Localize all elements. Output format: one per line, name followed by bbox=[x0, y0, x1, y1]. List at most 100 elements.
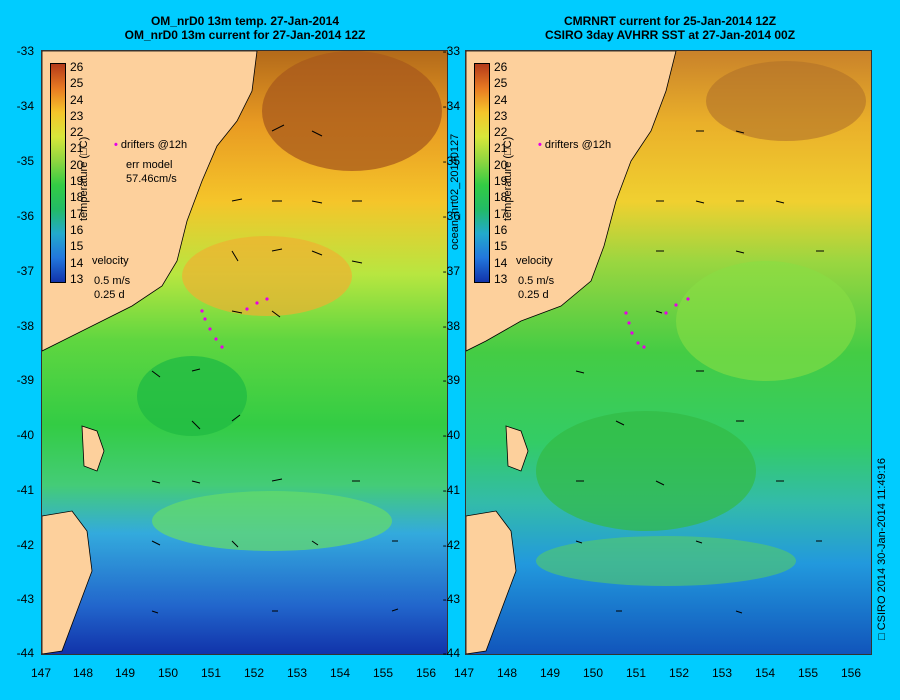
lon-tick: 147 bbox=[453, 666, 475, 680]
cb-tick: 16 bbox=[494, 222, 508, 237]
left-title-line2: OM_nrD0 13m current for 27-Jan-2014 12Z bbox=[124, 28, 366, 42]
lat-tick: -41 bbox=[16, 483, 34, 497]
lat-tick: -37 bbox=[16, 264, 34, 278]
right-map-svg bbox=[466, 51, 871, 654]
cb-tick: 15 bbox=[494, 239, 508, 254]
lat-tick: -44 bbox=[442, 646, 460, 660]
lon-tick: 152 bbox=[668, 666, 690, 680]
lon-tick: 153 bbox=[286, 666, 308, 680]
filament bbox=[536, 536, 796, 586]
lat-tick: -35 bbox=[442, 154, 460, 168]
right-panel-title: CMRNRT current for 25-Jan-2014 12Z CSIRO… bbox=[455, 14, 885, 42]
lat-tick: -39 bbox=[16, 373, 34, 387]
lat-tick: -35 bbox=[16, 154, 34, 168]
drifters-label: drifters @12h bbox=[544, 139, 612, 151]
lat-tick: -43 bbox=[442, 592, 460, 606]
lon-tick: 150 bbox=[157, 666, 179, 680]
right-title-line1: CMRNRT current for 25-Jan-2014 12Z bbox=[563, 14, 777, 28]
lat-tick: -34 bbox=[442, 99, 460, 113]
lat-tick: -39 bbox=[442, 373, 460, 387]
err-model-label: err model bbox=[126, 159, 173, 171]
cb-tick: 17 bbox=[70, 206, 84, 221]
drifters-legend: • drifters @12h bbox=[114, 139, 187, 151]
lat-tick: -37 bbox=[442, 264, 460, 278]
lon-tick: 154 bbox=[754, 666, 776, 680]
cb-tick: 18 bbox=[494, 190, 508, 205]
cb-tick: 19 bbox=[70, 174, 84, 189]
left-map-panel: 26 25 24 23 22 21 20 19 18 17 16 15 14 1… bbox=[41, 50, 448, 655]
australian-mainland bbox=[466, 51, 677, 352]
drifter-positions bbox=[200, 297, 269, 349]
left-map-svg bbox=[42, 51, 447, 654]
cb-tick: 23 bbox=[70, 108, 84, 123]
right-map-panel: 26 25 24 23 22 21 20 19 18 17 16 15 14 1… bbox=[465, 50, 872, 655]
cb-tick: 22 bbox=[70, 125, 84, 140]
lat-tick: -42 bbox=[16, 538, 34, 552]
australian-mainland bbox=[42, 51, 258, 352]
warm-core bbox=[706, 61, 866, 141]
tasmania-coast bbox=[466, 510, 517, 654]
velocity-time: 0.25 d bbox=[518, 289, 549, 301]
cb-tick: 26 bbox=[70, 60, 84, 74]
warm-eddy bbox=[182, 236, 352, 316]
cb-tick: 24 bbox=[70, 92, 84, 107]
velocity-scale: 0.5 m/s bbox=[518, 275, 555, 287]
velocity-scale: 0.5 m/s bbox=[94, 275, 131, 287]
lon-tick: 148 bbox=[72, 666, 94, 680]
cb-tick: 15 bbox=[70, 239, 84, 254]
cool-eddy bbox=[536, 411, 756, 531]
drifter-marker: • bbox=[538, 139, 542, 151]
cb-tick: 20 bbox=[70, 157, 84, 172]
warm-eddy bbox=[676, 261, 856, 381]
velocity-label: velocity bbox=[92, 255, 129, 267]
cb-tick: 19 bbox=[494, 174, 508, 189]
velocity-arrows bbox=[575, 130, 824, 614]
lon-tick: 151 bbox=[200, 666, 222, 680]
lat-tick: -42 bbox=[442, 538, 460, 552]
left-title-line1: OM_nrD0 13m temp. 27-Jan-2014 bbox=[150, 14, 340, 28]
colorbar bbox=[474, 63, 490, 283]
cb-tick: 17 bbox=[494, 206, 508, 221]
cb-tick: 14 bbox=[494, 255, 508, 270]
lat-tick: -44 bbox=[16, 646, 34, 660]
lat-tick: -33 bbox=[16, 44, 34, 58]
velocity-time: 0.25 d bbox=[94, 289, 125, 301]
colorbar-labels: 26 25 24 23 22 21 20 19 18 17 16 15 14 1… bbox=[494, 59, 507, 287]
lon-tick: 148 bbox=[496, 666, 518, 680]
cb-tick: 13 bbox=[494, 271, 508, 286]
ocean-product-label: ocean_nrt02_20140127 bbox=[449, 133, 461, 250]
cb-tick: 26 bbox=[494, 60, 508, 74]
warm-core bbox=[262, 51, 442, 171]
lat-tick: -40 bbox=[16, 428, 34, 442]
cb-tick: 14 bbox=[70, 255, 84, 270]
lon-tick: 149 bbox=[114, 666, 136, 680]
cb-tick: 23 bbox=[494, 108, 508, 123]
lon-tick: 155 bbox=[797, 666, 819, 680]
cb-tick: 22 bbox=[494, 125, 508, 140]
right-title-line2: CSIRO 3day AVHRR SST at 27-Jan-2014 00Z bbox=[544, 28, 796, 42]
colorbar bbox=[50, 63, 66, 283]
lat-tick: -36 bbox=[442, 209, 460, 223]
cyclonic-eddy bbox=[137, 356, 247, 436]
drifters-legend: • drifters @12h bbox=[538, 139, 611, 151]
lat-tick: -33 bbox=[442, 44, 460, 58]
left-panel-title: OM_nrD0 13m temp. 27-Jan-2014 OM_nrD0 13… bbox=[30, 14, 460, 42]
cb-tick: 20 bbox=[494, 157, 508, 172]
cb-tick: 16 bbox=[70, 222, 84, 237]
lon-tick: 151 bbox=[625, 666, 647, 680]
tasmania-coast bbox=[42, 510, 93, 654]
colorbar-title: temperature (□C) bbox=[78, 136, 90, 221]
lat-tick: -38 bbox=[16, 319, 34, 333]
lon-tick: 149 bbox=[539, 666, 561, 680]
cb-tick: 24 bbox=[494, 92, 508, 107]
lat-tick: -43 bbox=[16, 592, 34, 606]
lon-tick: 156 bbox=[840, 666, 862, 680]
colorbar-labels: 26 25 24 23 22 21 20 19 18 17 16 15 14 1… bbox=[70, 59, 83, 287]
velocity-arrows bbox=[151, 124, 399, 614]
colorbar-title: temperature (□C) bbox=[502, 136, 514, 221]
lon-tick: 153 bbox=[711, 666, 733, 680]
cb-tick: 13 bbox=[70, 271, 84, 286]
filament bbox=[152, 491, 392, 551]
lon-tick: 155 bbox=[372, 666, 394, 680]
cb-tick: 18 bbox=[70, 190, 84, 205]
